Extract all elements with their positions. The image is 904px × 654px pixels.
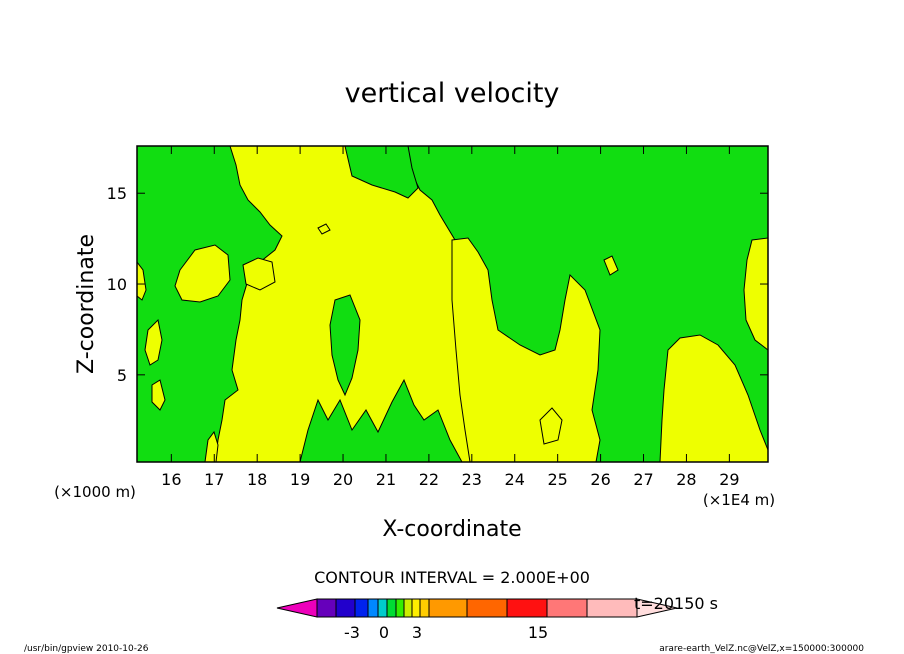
x-tick-label: 21: [376, 470, 396, 489]
colorbar-swatch: [377, 598, 388, 618]
yellow-region-left-2: [242, 257, 276, 291]
x-unit-left: (×1000 m): [54, 483, 136, 501]
x-tick-label: 25: [547, 470, 567, 489]
yellow-region-middle: [451, 237, 601, 462]
colorbar-swatch: [586, 598, 638, 618]
y-axis-label: Z-coordinate: [74, 234, 99, 374]
x-axis: 16 17 18 19 20 21 22 23 24 25 26 27 28 29: [161, 146, 740, 489]
x-tick-label: 27: [633, 470, 653, 489]
colorbar-swatch: [367, 598, 379, 618]
contour-interval-label: CONTOUR INTERVAL = 2.000E+00: [314, 568, 590, 587]
yellow-region-left-4: [144, 318, 163, 366]
yellow-region-small-3: [539, 407, 563, 445]
y-tick-label: 15: [107, 184, 127, 203]
plot-frame: [136, 145, 769, 463]
time-label: t=20150 s: [634, 594, 718, 613]
yellow-region-small-1: [317, 223, 331, 235]
colorbar-label: 3: [412, 623, 422, 642]
colorbar-swatch: [506, 598, 548, 618]
colorbar-swatch: [419, 598, 430, 618]
green-region-bottom-strip: [299, 378, 463, 462]
green-region-center-plume: [329, 294, 361, 397]
colorbar-swatch: [403, 598, 413, 618]
colorbar-label: 15: [528, 623, 548, 642]
colorbar: -3 0 3 15: [276, 598, 678, 642]
x-tick-label: 20: [333, 470, 353, 489]
x-axis-label: X-coordinate: [382, 517, 521, 542]
x-tick-label: 17: [204, 470, 224, 489]
colorbar-swatch: [354, 598, 369, 618]
x-tick-label: 19: [290, 470, 310, 489]
yellow-region-left-3: [137, 261, 147, 301]
y-tick-label: 5: [117, 366, 127, 385]
footer-right: arare-earth_VelZ.nc@VelZ,x=150000:300000: [659, 644, 864, 654]
colorbar-swatch: [395, 598, 405, 618]
colorbar-swatch: [411, 598, 421, 618]
x-tick-label: 22: [419, 470, 439, 489]
colorbar-swatch: [316, 598, 337, 618]
yellow-region-small-2: [603, 255, 619, 276]
y-tick-label: 10: [107, 275, 127, 294]
y-axis: 5 10 15: [107, 184, 768, 385]
x-tick-label: 18: [247, 470, 267, 489]
chart-title: vertical velocity: [345, 78, 560, 109]
x-tick-label: 26: [590, 470, 610, 489]
colorbar-swatch: [466, 598, 508, 618]
colorbar-swatch: [335, 598, 356, 618]
x-tick-label: 23: [462, 470, 482, 489]
yellow-region-left-1: [174, 244, 231, 303]
yellow-region-right-lower: [659, 334, 768, 462]
colorbar-swatch: [276, 598, 318, 618]
x-unit-right: (×1E4 m): [703, 491, 775, 509]
yellow-region-right-edge: [743, 237, 768, 351]
colorbar-swatch: [386, 598, 397, 618]
yellow-region-left-5: [151, 379, 166, 411]
colorbar-swatch: [428, 598, 468, 618]
colorbar-label: 0: [379, 623, 389, 642]
colorbar-swatch: [636, 598, 678, 618]
colorbar-swatch: [546, 598, 588, 618]
colorbar-label: -3: [344, 623, 360, 642]
x-tick-label: 24: [505, 470, 525, 489]
x-tick-label: 16: [161, 470, 181, 489]
plot-area: [136, 145, 769, 463]
x-tick-label: 29: [719, 470, 739, 489]
x-tick-label: 28: [676, 470, 696, 489]
green-region-upper: [344, 146, 419, 199]
footer-left: /usr/bin/gpview 2010-10-26: [24, 644, 149, 654]
